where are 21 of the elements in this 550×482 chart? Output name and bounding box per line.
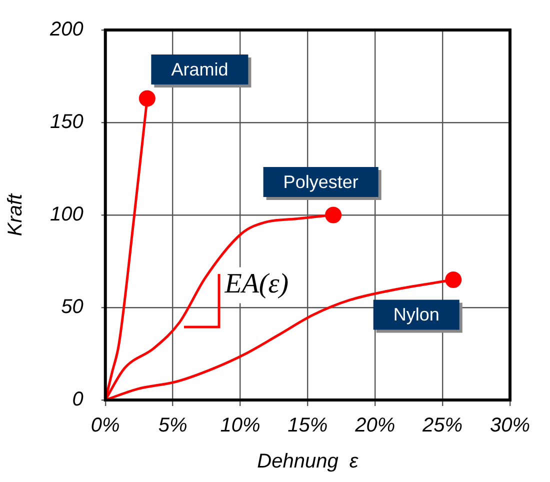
y-tick-label: 100 — [50, 204, 84, 226]
x-tick-label: 5% — [158, 414, 188, 437]
annotation: EA(ε) — [224, 268, 289, 300]
x-tick-label: 20% — [354, 414, 396, 437]
y-axis-title: Kraft — [4, 192, 27, 236]
y-tick-label: 200 — [48, 18, 84, 41]
point — [445, 272, 462, 288]
x-tick-label: 30% — [490, 414, 530, 437]
x-tick-label: 25% — [422, 414, 463, 437]
y-tick-label: 0 — [72, 388, 84, 411]
point — [325, 206, 342, 224]
y-tick-label: 50 — [61, 296, 84, 318]
series-label: Aramid — [171, 59, 228, 80]
x-axis-title: Dehnung ε — [257, 450, 360, 473]
point — [138, 90, 156, 107]
series-label: Polyester — [283, 172, 358, 192]
x-tick-label: 10% — [220, 414, 260, 437]
x-tick-label: 15% — [288, 414, 328, 437]
y-tick-label: 150 — [50, 111, 84, 134]
x-tick-label: 0% — [90, 414, 120, 437]
series-label: Nylon — [393, 304, 440, 325]
